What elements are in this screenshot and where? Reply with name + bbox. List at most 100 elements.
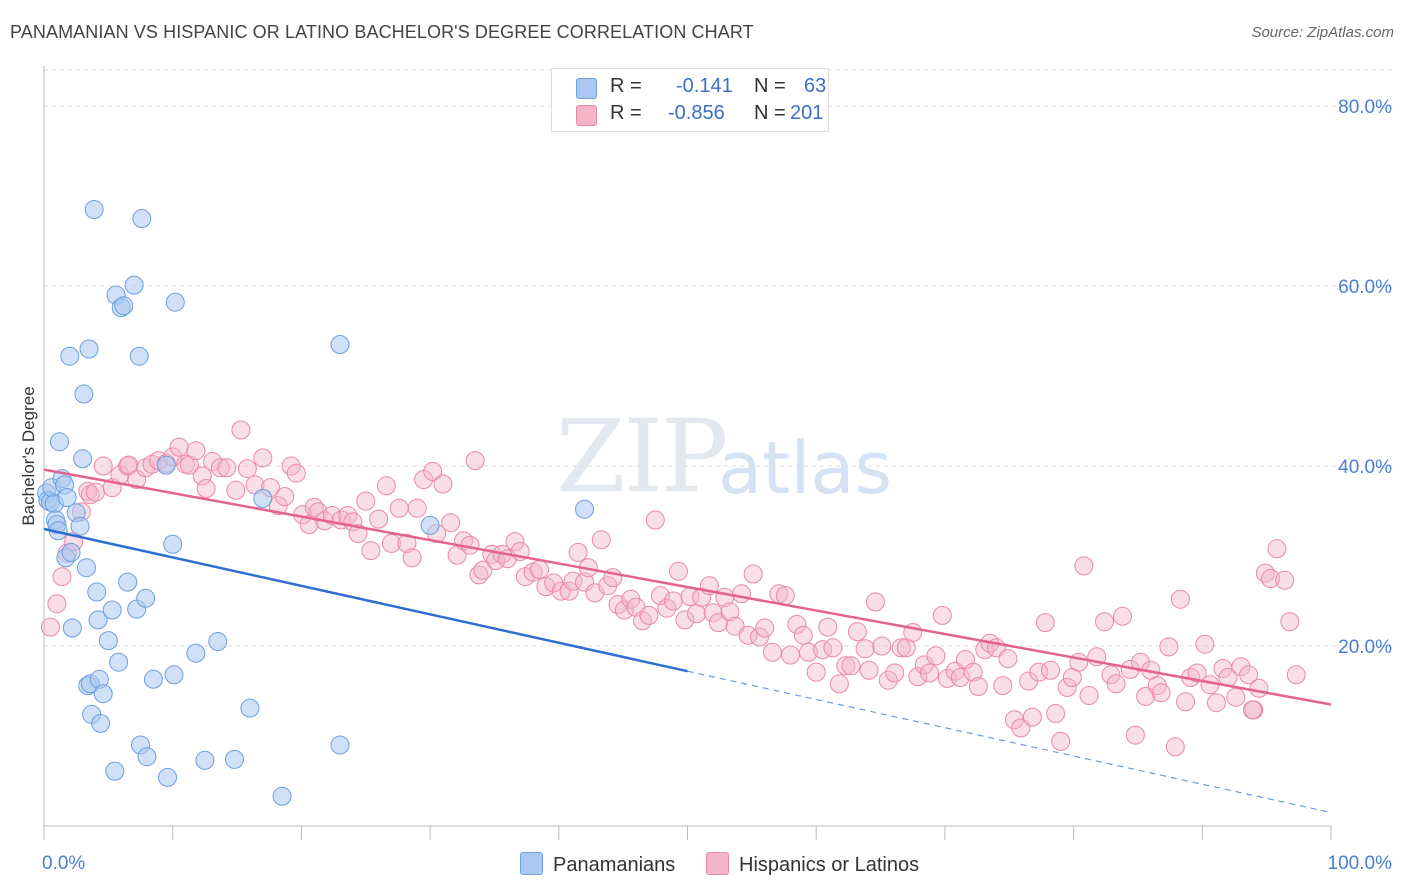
- data-point-hispanics: [591, 530, 611, 550]
- data-point-hispanics: [1255, 563, 1275, 583]
- data-point-panamanians: [93, 684, 113, 704]
- data-point-hispanics: [1187, 663, 1207, 683]
- data-point-hispanics: [441, 513, 461, 533]
- data-point-hispanics: [668, 561, 688, 581]
- data-point-hispanics: [798, 642, 818, 662]
- data-point-hispanics: [1101, 665, 1121, 685]
- data-point-hispanics: [559, 581, 579, 601]
- data-point-hispanics: [40, 617, 60, 637]
- data-point-hispanics: [231, 420, 251, 440]
- bottom-legend-hispanics: Hispanics or Latinos: [706, 852, 919, 877]
- data-point-hispanics: [381, 533, 401, 553]
- tick-labels: 20.0% 40.0% 60.0% 80.0% 0.0% 100.0%: [42, 97, 1392, 874]
- data-point-hispanics: [85, 482, 105, 502]
- data-point-panamanians: [70, 516, 90, 536]
- data-point-hispanics: [1231, 657, 1251, 677]
- data-point-hispanics: [663, 591, 683, 611]
- legend-n-label: N =: [754, 75, 786, 97]
- data-point-panamanians: [60, 346, 80, 366]
- data-point-hispanics: [885, 663, 905, 683]
- data-point-hispanics: [397, 533, 417, 553]
- legend-n-label: N =: [754, 102, 786, 124]
- legend-n-value: 201: [790, 102, 824, 124]
- data-point-hispanics: [544, 573, 564, 593]
- data-point-hispanics: [275, 487, 295, 507]
- data-point-hispanics: [356, 491, 376, 511]
- data-point-hispanics: [865, 592, 885, 612]
- data-point-hispanics: [823, 638, 843, 658]
- data-point-hispanics: [732, 584, 752, 604]
- data-point-hispanics: [998, 649, 1018, 669]
- data-point-panamanians: [208, 632, 228, 651]
- data-point-hispanics: [1022, 707, 1042, 727]
- data-point-hispanics: [1267, 539, 1287, 559]
- data-point-hispanics: [1261, 569, 1281, 588]
- data-point-panamanians: [195, 750, 215, 770]
- data-point-hispanics: [780, 645, 800, 665]
- data-point-hispanics: [376, 476, 396, 496]
- data-point-hispanics: [818, 617, 838, 637]
- data-point-hispanics: [806, 662, 826, 682]
- data-point-hispanics: [93, 456, 113, 476]
- legend-r-label: R =: [610, 75, 642, 97]
- legend-n-value: 63: [804, 75, 827, 97]
- data-point-hispanics: [675, 610, 695, 630]
- chart-title: PANAMANIAN VS HISPANIC OR LATINO BACHELO…: [10, 22, 754, 42]
- data-point-hispanics: [1280, 612, 1300, 632]
- legend-swatch-pink: [576, 105, 597, 126]
- data-point-panamanians: [129, 346, 149, 366]
- data-point-hispanics: [1125, 725, 1145, 745]
- data-point-hispanics: [968, 677, 988, 696]
- data-point-hispanics: [78, 481, 98, 501]
- trend-line-panamanians: [43, 527, 688, 673]
- data-point-hispanics: [1074, 556, 1094, 576]
- data-point-hispanics: [762, 642, 782, 662]
- data-point-panamanians: [575, 499, 595, 519]
- data-point-hispanics: [687, 604, 707, 624]
- data-point-panamanians: [420, 515, 440, 535]
- data-point-hispanics: [1165, 737, 1185, 757]
- data-point-hispanics: [1242, 700, 1262, 720]
- series-hispanics-points: [40, 420, 1306, 757]
- data-point-panamanians: [114, 296, 134, 316]
- data-point-hispanics: [919, 663, 939, 683]
- data-point-hispanics: [423, 461, 443, 481]
- data-point-hispanics: [80, 485, 100, 505]
- data-point-hispanics: [1046, 704, 1066, 723]
- data-point-hispanics: [529, 560, 549, 579]
- data-point-hispanics: [1094, 612, 1114, 632]
- data-point-hispanics: [1106, 674, 1126, 694]
- data-point-hispanics: [253, 448, 273, 468]
- data-point-hispanics: [505, 532, 525, 552]
- data-point-hispanics: [217, 458, 237, 478]
- data-point-panamanians: [224, 749, 244, 769]
- data-point-hispanics: [725, 616, 745, 636]
- data-point-panamanians: [164, 665, 184, 685]
- data-point-panamanians: [76, 558, 96, 578]
- data-point-hispanics: [286, 463, 306, 483]
- data-point-hispanics: [465, 451, 485, 471]
- data-point-panamanians: [137, 747, 157, 767]
- data-point-hispanics: [836, 656, 856, 676]
- watermark-zip: ZIP: [556, 398, 728, 515]
- source-label: Source: ZipAtlas.com: [1251, 24, 1394, 41]
- data-point-hispanics: [1226, 687, 1246, 707]
- data-point-panamanians: [105, 761, 125, 781]
- bottom-legend-panamanians: Panamanians: [520, 852, 675, 877]
- data-point-panamanians: [186, 643, 206, 663]
- data-point-panamanians: [87, 582, 107, 602]
- bottom-legend-swatch-pink: [706, 852, 729, 875]
- data-point-panamanians: [118, 572, 138, 592]
- data-point-hispanics: [210, 458, 230, 478]
- data-point-panamanians: [102, 600, 122, 620]
- data-point-hispanics: [950, 668, 970, 687]
- stats-legend: R = -0.141 N = 63 R = -0.856 N = 201: [551, 68, 829, 132]
- data-point-panamanians: [84, 200, 104, 219]
- data-point-panamanians: [79, 339, 99, 359]
- data-point-panamanians: [272, 786, 292, 806]
- data-point-hispanics: [657, 598, 677, 618]
- data-point-hispanics: [841, 656, 861, 676]
- data-point-hispanics: [932, 605, 952, 625]
- data-point-panamanians: [156, 455, 176, 475]
